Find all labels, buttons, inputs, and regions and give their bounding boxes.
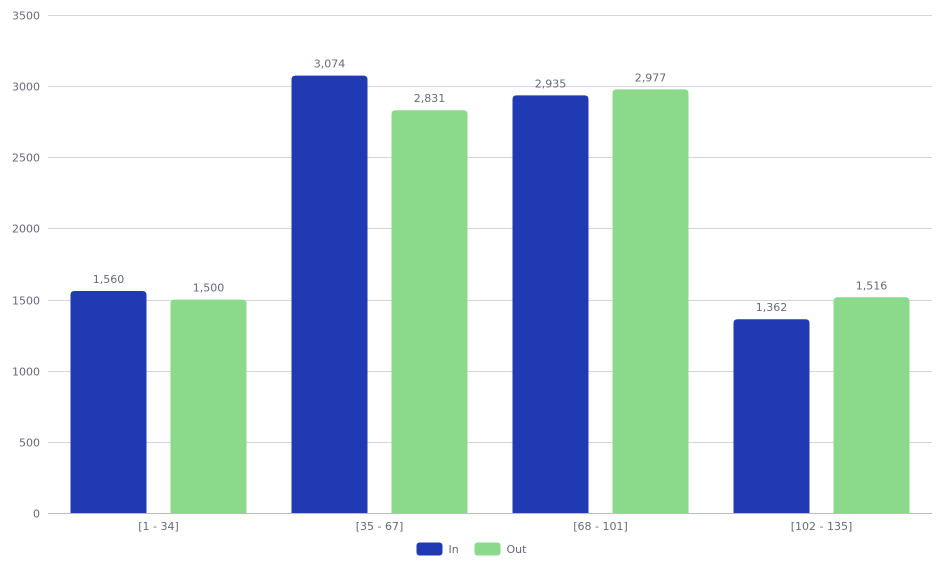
bar-out-2[interactable] (391, 110, 468, 513)
legend: In Out (416, 542, 528, 556)
bar-in-3[interactable] (512, 95, 589, 514)
bar-out-3[interactable] (612, 89, 689, 513)
y-tick-label: 0 (33, 508, 40, 521)
data-label: 2,831 (414, 92, 446, 105)
legend-label-in[interactable]: In (449, 543, 459, 556)
legend-label-out[interactable]: Out (507, 543, 528, 556)
y-tick-label: 2000 (12, 223, 40, 236)
data-label: 3,074 (314, 58, 346, 71)
legend-swatch-out[interactable] (474, 542, 501, 556)
bar-out-4[interactable] (833, 297, 910, 513)
data-label: 1,362 (756, 301, 788, 314)
data-label: 2,977 (635, 71, 667, 84)
data-label: 2,935 (535, 77, 567, 90)
x-category-label: [1 - 34] (138, 520, 179, 533)
bars (70, 75, 910, 514)
x-category-label: [102 - 135] (791, 520, 853, 533)
y-tick-label: 1500 (12, 295, 40, 308)
y-tick-label: 3500 (12, 10, 40, 23)
data-label: 1,516 (856, 279, 888, 292)
bar-in-4[interactable] (733, 319, 810, 513)
y-axis-ticks: 0 500 1000 1500 2000 2500 3000 3500 (12, 10, 40, 521)
data-label: 1,560 (93, 273, 125, 286)
x-category-label: [68 - 101] (573, 520, 628, 533)
y-tick-label: 3000 (12, 81, 40, 94)
x-category-label: [35 - 67] (356, 520, 404, 533)
x-axis-categories: [1 - 34] [35 - 67] [68 - 101] [102 - 135] (138, 520, 852, 533)
bar-in-1[interactable] (70, 291, 147, 513)
legend-swatch-in[interactable] (416, 542, 443, 556)
y-tick-label: 500 (19, 437, 40, 450)
bar-out-1[interactable] (170, 299, 247, 513)
data-label: 1,500 (193, 282, 225, 295)
y-tick-label: 1000 (12, 366, 40, 379)
y-tick-label: 2500 (12, 152, 40, 165)
data-labels: 1,560 1,500 3,074 2,831 2,935 2,977 1,362 1,516 (93, 58, 888, 315)
bar-in-2[interactable] (291, 75, 368, 514)
